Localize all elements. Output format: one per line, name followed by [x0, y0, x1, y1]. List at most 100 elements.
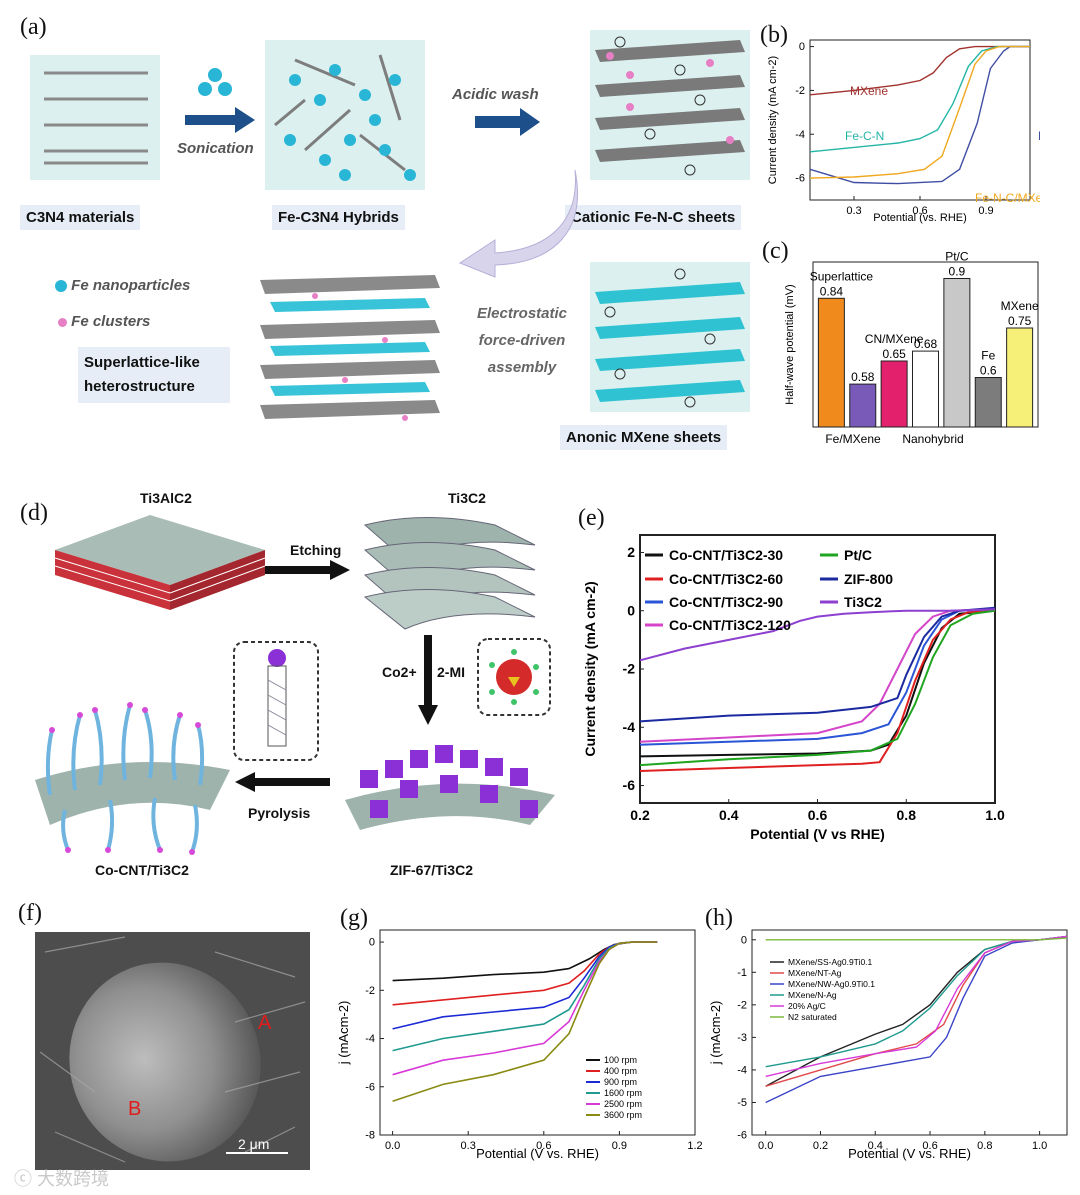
bar-value-5: 0.6	[980, 364, 997, 378]
panel-f-label: (f)	[18, 900, 42, 926]
legend-label-3: Co-CNT/Ti3C2-120	[669, 617, 791, 633]
bar-2	[880, 360, 908, 428]
panel-h-label: (h)	[705, 905, 733, 931]
chart-g: 0.0 0.3 0.6 0.9 1.2 0 -2 -4 -6 -8 Potential (V vs.…	[336, 929, 703, 1161]
series-line-0	[392, 941, 658, 982]
bar-name-2: CN/MXene	[865, 332, 924, 346]
sem-texture	[35, 932, 310, 1170]
panel-e-label: (e)	[578, 505, 605, 531]
c3n4-caption: C3N4 materials	[20, 205, 141, 230]
mxene-sheets	[595, 268, 745, 408]
electrostatic-label: Electrostatic force-driven assembly	[476, 305, 568, 376]
hybrid-box	[265, 40, 425, 190]
c3n4-lines	[44, 71, 148, 165]
chart-h: 0.0 0.2 0.4 0.6 0.8 1.0 0 -1 -2 -3 -4 -5 -6 Potential…	[708, 929, 1068, 1161]
plot-frame	[379, 929, 696, 1136]
series-label-0: MXene	[850, 84, 888, 98]
y-tick-label: -8	[365, 1130, 375, 1142]
y-tick-label: -4	[737, 1065, 747, 1077]
x-tick-label: 0.2	[630, 807, 650, 823]
y-axis-label: Current density (mA cm-2)	[582, 581, 598, 756]
bar-value-4: 0.9	[949, 265, 966, 279]
zif-zoom	[477, 638, 551, 716]
superlattice-drawing	[260, 275, 440, 421]
legend-fe-np: Fe nanoparticles	[55, 277, 190, 294]
y-tick-label: -6	[365, 1081, 375, 1093]
y-axis-label: j (mAcm-2)	[336, 1001, 351, 1066]
legend-fe-np-text: Fe nanoparticles	[71, 277, 191, 294]
series-line-2	[765, 935, 1068, 1104]
x-tick-label: 0.4	[719, 807, 739, 823]
ti3alc2-label: Ti3AlC2	[140, 490, 192, 506]
legend-label-3: 1600 rpm	[604, 1088, 642, 1098]
legend-label-5: N2 saturated	[788, 1012, 837, 1022]
group-label-1: Nanohybrid	[902, 432, 963, 446]
y-axis-label: Current density (mA cm-2)	[767, 56, 779, 184]
etching-label: Etching	[290, 542, 342, 558]
y-tick-label: -3	[737, 1032, 747, 1044]
scale-label: 2 μm	[238, 1136, 270, 1152]
y-tick-label: 0	[799, 41, 805, 53]
zif67-label: ZIF-67/Ti3C2	[390, 862, 473, 878]
series-line-3	[639, 608, 996, 743]
x-tick-label: 0.3	[846, 205, 861, 217]
y-tick-label: -1	[737, 967, 747, 979]
ti3c2-sheets	[363, 517, 536, 630]
group-label-0: Fe/MXene	[825, 432, 881, 446]
legend-fe-cluster-text: Fe clusters	[71, 313, 151, 330]
curved-arrow	[458, 169, 578, 278]
legend-label-1: Co-CNT/Ti3C2-60	[669, 571, 783, 587]
x-tick-label: 0.8	[897, 807, 917, 823]
chart-c: Half-wave potential (mV) 0.84Superlattice…	[784, 250, 1039, 446]
series-line-2	[809, 45, 1030, 185]
etching-arrow	[265, 560, 350, 580]
x-tick-label: 1.2	[687, 1140, 702, 1152]
series-line-1	[639, 609, 996, 772]
bar-value-1: 0.58	[851, 370, 875, 384]
series-label-3: Fe-N-C/MXene	[975, 191, 1040, 205]
y-tick-label: -4	[365, 1033, 375, 1045]
legend-label-5: ZIF-800	[844, 571, 893, 587]
series-line-4	[639, 609, 996, 767]
bar-6	[1006, 327, 1034, 428]
x-axis-label: Potential (V vs RHE)	[750, 826, 885, 842]
plot-frame	[809, 39, 1031, 201]
bar-name-0: Superlattice	[810, 269, 874, 283]
series-label-1: Fe-C-N	[845, 129, 884, 143]
superlattice-caption: Superlattice-like heterostructure	[78, 347, 230, 403]
mi-label: 2-MI	[437, 664, 465, 680]
legend-label-4: 20% Ag/C	[788, 1001, 826, 1011]
legend-fe-cluster: Fe clusters	[58, 313, 150, 330]
plot-frame	[751, 929, 1068, 1136]
y-tick-label: -2	[795, 85, 805, 97]
series-line-3	[809, 45, 1030, 179]
bar-5	[974, 377, 1002, 428]
x-tick-label: 0.6	[912, 205, 927, 217]
x-axis-label: Potential (V vs. RHE)	[848, 1146, 971, 1161]
y-tick-label: 0	[741, 934, 747, 946]
legend-label-2: Co-CNT/Ti3C2-90	[669, 594, 783, 610]
acidic-arrow	[475, 108, 540, 136]
bar-value-6: 0.75	[1008, 314, 1032, 328]
y-tick-label: -5	[737, 1097, 747, 1109]
legend-label-2: MXene/NW-Ag0.9Ti0.1	[788, 979, 875, 989]
bar-1	[849, 383, 877, 428]
bar-name-4: Pt/C	[945, 250, 969, 264]
series-label-2: Pt/C	[1038, 129, 1040, 143]
ti3c2-label: Ti3C2	[448, 490, 486, 506]
bar-name-5: Fe	[981, 349, 995, 363]
x-tick-label: 0.6	[808, 807, 828, 823]
co-cnt-drawing	[35, 702, 230, 855]
series-line-5	[639, 606, 996, 723]
panel-b-label: (b)	[760, 22, 788, 48]
co-cnt-label: Co-CNT/Ti3C2	[95, 862, 189, 878]
series-line-2	[639, 608, 996, 746]
bar-value-2: 0.65	[882, 347, 906, 361]
ti3alc2-stack	[54, 515, 266, 610]
fe-np-dot	[55, 280, 67, 293]
anonic-caption: Anonic MXene sheets	[560, 425, 728, 450]
y-tick-label: -2	[623, 661, 636, 677]
series-line-2	[392, 941, 658, 1030]
hybrid-drawing	[274, 54, 416, 181]
series-line-0	[809, 45, 1030, 96]
